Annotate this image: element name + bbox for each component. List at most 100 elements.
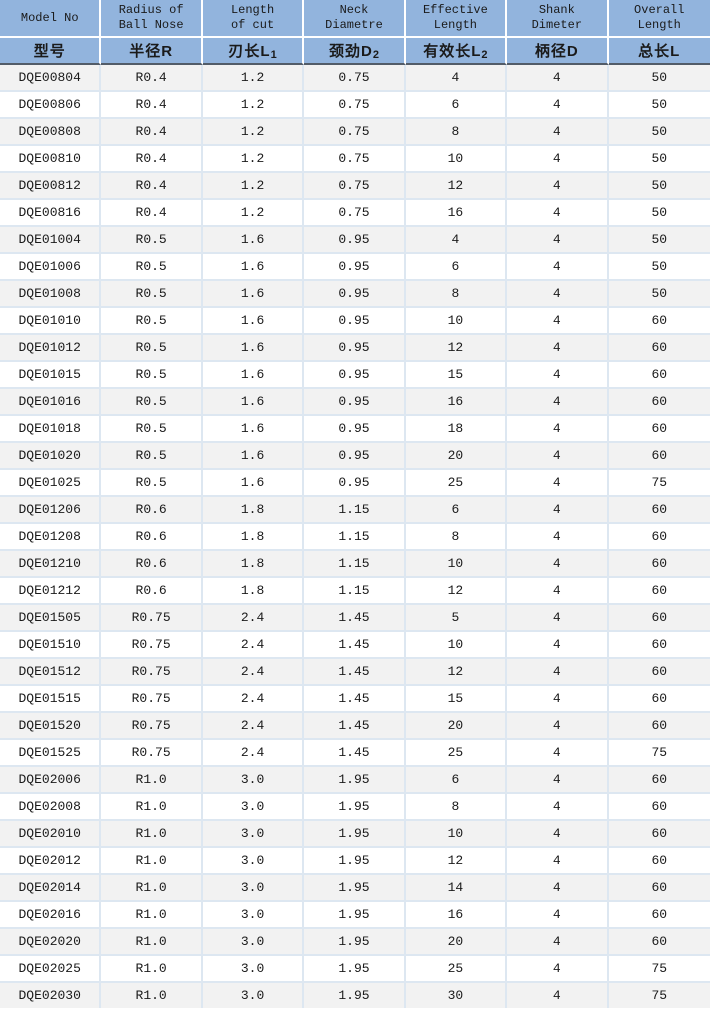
cell-length-of-cut: 1.6 [202, 254, 305, 281]
cell-ball-nose-radius: R0.6 [101, 497, 203, 524]
cell-length-of-cut: 3.0 [202, 956, 305, 983]
cell-length-of-cut: 1.2 [202, 119, 305, 146]
cell-overall-length: 60 [608, 632, 710, 659]
cell-length-of-cut: 3.0 [202, 848, 305, 875]
cell-model-no: DQE01008 [0, 281, 102, 308]
cell-neck-diameter: 1.45 [304, 605, 406, 632]
cell-neck-diameter: 0.95 [304, 389, 406, 416]
cell-length-of-cut: 1.8 [202, 524, 305, 551]
col-header-overall-length-cn: 总长L [608, 38, 710, 65]
table-row: DQE01512 R0.75 2.4 1.45 12 4 60 [0, 659, 710, 686]
cell-overall-length: 50 [608, 146, 710, 173]
cell-model-no: DQE02006 [0, 767, 102, 794]
cell-overall-length: 75 [608, 956, 710, 983]
cell-model-no: DQE01020 [0, 443, 102, 470]
col-header-model-no-en: Model No [0, 0, 102, 38]
cell-model-no: DQE01206 [0, 497, 102, 524]
cell-overall-length: 60 [608, 443, 710, 470]
col-header-ball-nose-radius-en: Radius of Ball Nose [101, 0, 203, 38]
table-row: DQE01010 R0.5 1.6 0.95 10 4 60 [0, 308, 710, 335]
table-row: DQE01206 R0.6 1.8 1.15 6 4 60 [0, 497, 710, 524]
cell-neck-diameter: 1.95 [304, 902, 406, 929]
col-header-neck-diameter-cn: 颈劲D2 [304, 38, 406, 65]
cell-overall-length: 60 [608, 875, 710, 902]
cell-shank-diameter: 4 [507, 389, 609, 416]
cell-ball-nose-radius: R0.6 [101, 578, 203, 605]
cell-ball-nose-radius: R0.5 [101, 470, 203, 497]
table-row: DQE01025 R0.5 1.6 0.95 25 4 75 [0, 470, 710, 497]
cell-model-no: DQE01510 [0, 632, 102, 659]
table-row: DQE01020 R0.5 1.6 0.95 20 4 60 [0, 443, 710, 470]
cell-model-no: DQE01505 [0, 605, 102, 632]
table-body: DQE00804 R0.4 1.2 0.75 4 4 50 DQE00806 R… [0, 65, 710, 1008]
cell-effective-length: 15 [405, 686, 508, 713]
cell-overall-length: 50 [608, 119, 710, 146]
cell-neck-diameter: 1.15 [304, 578, 406, 605]
col-header-effective-length-cn: 有效长L2 [405, 38, 508, 65]
cell-neck-diameter: 1.95 [304, 794, 406, 821]
cell-effective-length: 20 [405, 443, 508, 470]
cell-length-of-cut: 2.4 [202, 740, 305, 767]
cell-shank-diameter: 4 [507, 227, 609, 254]
cell-overall-length: 60 [608, 767, 710, 794]
cell-neck-diameter: 0.75 [304, 119, 406, 146]
cell-length-of-cut: 2.4 [202, 605, 305, 632]
cell-overall-length: 50 [608, 65, 710, 92]
cell-effective-length: 12 [405, 173, 508, 200]
cell-ball-nose-radius: R0.4 [101, 92, 203, 119]
table-row: DQE01016 R0.5 1.6 0.95 16 4 60 [0, 389, 710, 416]
cell-ball-nose-radius: R0.4 [101, 173, 203, 200]
cell-ball-nose-radius: R1.0 [101, 794, 203, 821]
table-header: Model No Radius of Ball Nose Length of cut… [0, 0, 710, 65]
cell-ball-nose-radius: R1.0 [101, 956, 203, 983]
table-row: DQE00806 R0.4 1.2 0.75 6 4 50 [0, 92, 710, 119]
cell-ball-nose-radius: R1.0 [101, 875, 203, 902]
cell-shank-diameter: 4 [507, 65, 609, 92]
cell-model-no: DQE02020 [0, 929, 102, 956]
cell-model-no: DQE02010 [0, 821, 102, 848]
cell-shank-diameter: 4 [507, 200, 609, 227]
cell-model-no: DQE01212 [0, 578, 102, 605]
cell-model-no: DQE02030 [0, 983, 102, 1008]
cell-model-no: DQE01515 [0, 686, 102, 713]
cell-overall-length: 50 [608, 254, 710, 281]
cell-effective-length: 6 [405, 767, 508, 794]
cell-length-of-cut: 3.0 [202, 767, 305, 794]
table-row: DQE02030 R1.0 3.0 1.95 30 4 75 [0, 983, 710, 1008]
cell-overall-length: 60 [608, 902, 710, 929]
cell-neck-diameter: 0.95 [304, 254, 406, 281]
cell-shank-diameter: 4 [507, 605, 609, 632]
cell-model-no: DQE00810 [0, 146, 102, 173]
table-row: DQE00812 R0.4 1.2 0.75 12 4 50 [0, 173, 710, 200]
table-row: DQE01006 R0.5 1.6 0.95 6 4 50 [0, 254, 710, 281]
table-row: DQE02006 R1.0 3.0 1.95 6 4 60 [0, 767, 710, 794]
cell-effective-length: 15 [405, 362, 508, 389]
cell-overall-length: 60 [608, 416, 710, 443]
cell-neck-diameter: 1.45 [304, 686, 406, 713]
cell-model-no: DQE01010 [0, 308, 102, 335]
cell-overall-length: 50 [608, 173, 710, 200]
cell-shank-diameter: 4 [507, 713, 609, 740]
cell-overall-length: 60 [608, 308, 710, 335]
cell-length-of-cut: 1.6 [202, 227, 305, 254]
table-row: DQE00808 R0.4 1.2 0.75 8 4 50 [0, 119, 710, 146]
cell-shank-diameter: 4 [507, 362, 609, 389]
cell-length-of-cut: 3.0 [202, 983, 305, 1008]
cell-effective-length: 8 [405, 794, 508, 821]
cell-overall-length: 60 [608, 335, 710, 362]
cell-effective-length: 12 [405, 659, 508, 686]
cell-overall-length: 50 [608, 227, 710, 254]
cell-shank-diameter: 4 [507, 794, 609, 821]
cell-model-no: DQE01525 [0, 740, 102, 767]
cell-overall-length: 75 [608, 740, 710, 767]
cell-overall-length: 50 [608, 281, 710, 308]
cell-model-no: DQE01012 [0, 335, 102, 362]
cell-length-of-cut: 3.0 [202, 794, 305, 821]
cell-neck-diameter: 1.45 [304, 740, 406, 767]
cell-ball-nose-radius: R0.75 [101, 740, 203, 767]
cell-length-of-cut: 1.8 [202, 497, 305, 524]
cell-shank-diameter: 4 [507, 848, 609, 875]
table-row: DQE02016 R1.0 3.0 1.95 16 4 60 [0, 902, 710, 929]
cell-neck-diameter: 1.95 [304, 848, 406, 875]
cell-overall-length: 60 [608, 389, 710, 416]
